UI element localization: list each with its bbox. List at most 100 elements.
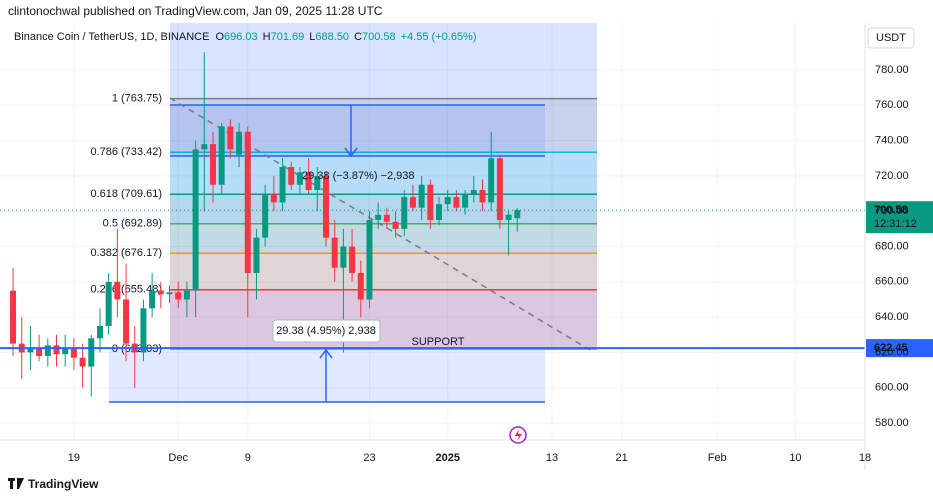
candle-body — [270, 193, 277, 203]
fib-band — [170, 152, 597, 195]
candle-body — [209, 144, 216, 185]
header-part: O — [215, 31, 224, 43]
candle-body — [10, 290, 17, 344]
candle-body — [88, 338, 95, 367]
candle-body — [418, 184, 425, 208]
candle-body — [340, 246, 347, 268]
candle-body — [140, 308, 147, 353]
y-tick-label: 760.00 — [875, 99, 909, 111]
candle-body — [357, 272, 364, 300]
candle-body — [392, 221, 399, 229]
candle-body — [149, 290, 156, 309]
candle-body — [105, 281, 112, 326]
candle-body — [244, 131, 251, 273]
candle-body — [53, 345, 60, 355]
measure-up-label: 29.38 (4.95%) 2,938 — [276, 325, 376, 337]
candle-body — [409, 197, 416, 208]
header-part: 688.50 — [315, 31, 349, 43]
candle-body — [123, 299, 130, 344]
x-tick-label: 19 — [68, 452, 80, 464]
candle-body — [79, 357, 86, 367]
candle-body — [479, 190, 486, 203]
y-tick-label: 580.00 — [875, 417, 909, 429]
candle-body — [157, 290, 164, 295]
brand-logo — [8, 478, 24, 489]
x-tick-label: Feb — [708, 452, 727, 464]
candle-body — [349, 246, 356, 273]
candle-body — [27, 348, 34, 353]
candle-body — [253, 237, 260, 273]
date-range-box — [170, 23, 597, 350]
fib-label: 0.5 (692.89) — [103, 218, 162, 230]
candle-body — [183, 290, 190, 300]
fib-retracement: 1 (763.75) 0.786 (733.42) 0.618 (709.61) 0.… — [90, 93, 597, 355]
candle-body — [470, 190, 477, 194]
last-price-label: 700.58 — [874, 204, 908, 216]
candle-body — [323, 175, 330, 238]
x-tick-label: 23 — [363, 452, 375, 464]
header-part: 701.69 — [271, 31, 305, 43]
candle-body — [505, 214, 512, 221]
candle-body — [44, 345, 51, 356]
candle-body — [375, 214, 382, 221]
x-tick-label: Dec — [168, 452, 188, 464]
candle-body — [488, 158, 495, 203]
measure-arrow-head — [319, 348, 333, 359]
candle-body — [114, 281, 121, 300]
candle-body — [305, 172, 312, 191]
candles — [10, 52, 521, 397]
candle-body — [227, 126, 234, 150]
fib-label: 0.618 (709.61) — [90, 188, 162, 200]
fib-band — [170, 194, 597, 224]
header-part: H — [263, 31, 271, 43]
x-tick-label: 2025 — [435, 452, 459, 464]
support-label: SUPPORT — [412, 336, 465, 348]
candle-body — [192, 149, 199, 291]
measure-box-down — [170, 105, 545, 156]
candle-body — [462, 193, 469, 208]
candle-body — [201, 144, 208, 150]
currency-box[interactable] — [867, 27, 915, 49]
fib-label: 0.382 (676.17) — [90, 247, 162, 259]
candle-body — [366, 220, 373, 300]
candle-body — [496, 158, 503, 221]
measure-down-label: 29.38 (−3.87%) −2,938 — [302, 170, 415, 182]
x-tick-label: 10 — [789, 452, 801, 464]
candle-body — [314, 175, 321, 191]
last-price-tag — [866, 201, 933, 234]
y-tick-label: 620.00 — [875, 346, 909, 358]
candle-body — [279, 167, 286, 203]
candle-body — [436, 204, 443, 221]
brand: TradingView — [28, 477, 99, 491]
fib-band — [170, 223, 597, 254]
header-part: C — [354, 31, 362, 43]
fib-label: 1 (763.75) — [112, 93, 162, 105]
x-tick-label: 21 — [615, 452, 627, 464]
header-part: 700.58 — [362, 31, 396, 43]
publisher: clintonochwal published on TradingView.c… — [8, 4, 383, 18]
candle-body — [453, 197, 460, 208]
candle-body — [331, 237, 338, 268]
candle-body — [296, 172, 303, 185]
countdown: 12:31:12 — [874, 218, 917, 230]
candle-body — [427, 184, 434, 221]
measure-box-up — [109, 350, 545, 402]
y-tick-label: 660.00 — [875, 276, 909, 288]
candle-body — [288, 167, 295, 185]
overlays: SUPPORT 622.45 700.58 12:31:12 — [0, 201, 933, 358]
candle-body — [70, 348, 77, 358]
x-tick-label: 18 — [859, 452, 871, 464]
candle-body — [96, 325, 103, 339]
candle-body — [218, 126, 225, 185]
candle-body — [444, 197, 451, 205]
fib-band — [170, 289, 597, 349]
y-tick-label: 640.00 — [875, 311, 909, 323]
support-price-label: 622.45 — [874, 342, 908, 354]
candle-body — [383, 214, 390, 222]
x-tick-label: 9 — [245, 452, 251, 464]
header-part: L — [309, 31, 315, 43]
candle-body — [236, 131, 243, 155]
event-icon-bolt — [515, 429, 522, 441]
candle-body — [262, 193, 269, 238]
